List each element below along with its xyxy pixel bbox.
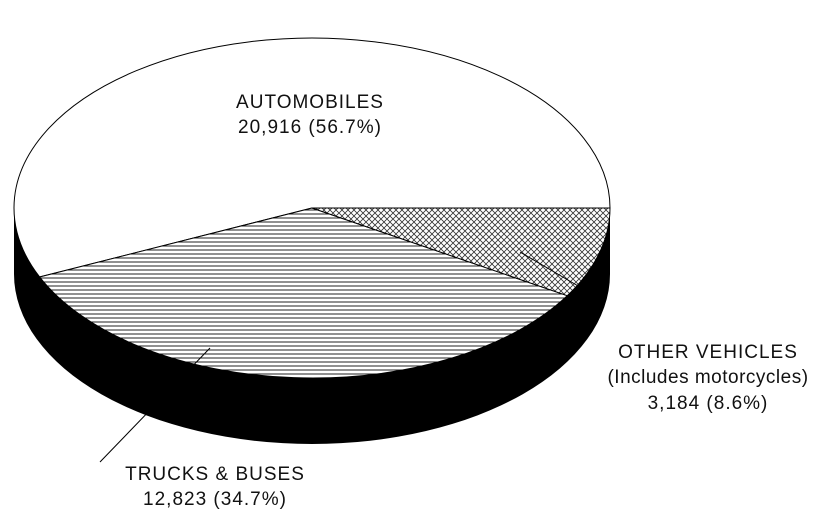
pie-slice — [13, 37, 611, 278]
leader-line — [519, 251, 586, 291]
annotation: (Includes motorcycles) — [607, 367, 808, 388]
slice-label: OTHER VEHICLES — [618, 342, 798, 363]
pie-side — [14, 208, 610, 444]
slice-value-label: 12,823 (34.7%) — [143, 489, 287, 510]
slice-label: AUTOMOBILES — [236, 92, 384, 113]
slice-label: TRUCKS & BUSES — [125, 464, 305, 485]
pie-slice — [311, 207, 611, 297]
slice-value-label: 20,916 (56.7%) — [238, 117, 382, 138]
slice-value-label: 3,184 (8.6%) — [648, 393, 769, 414]
leader-line — [99, 347, 211, 463]
